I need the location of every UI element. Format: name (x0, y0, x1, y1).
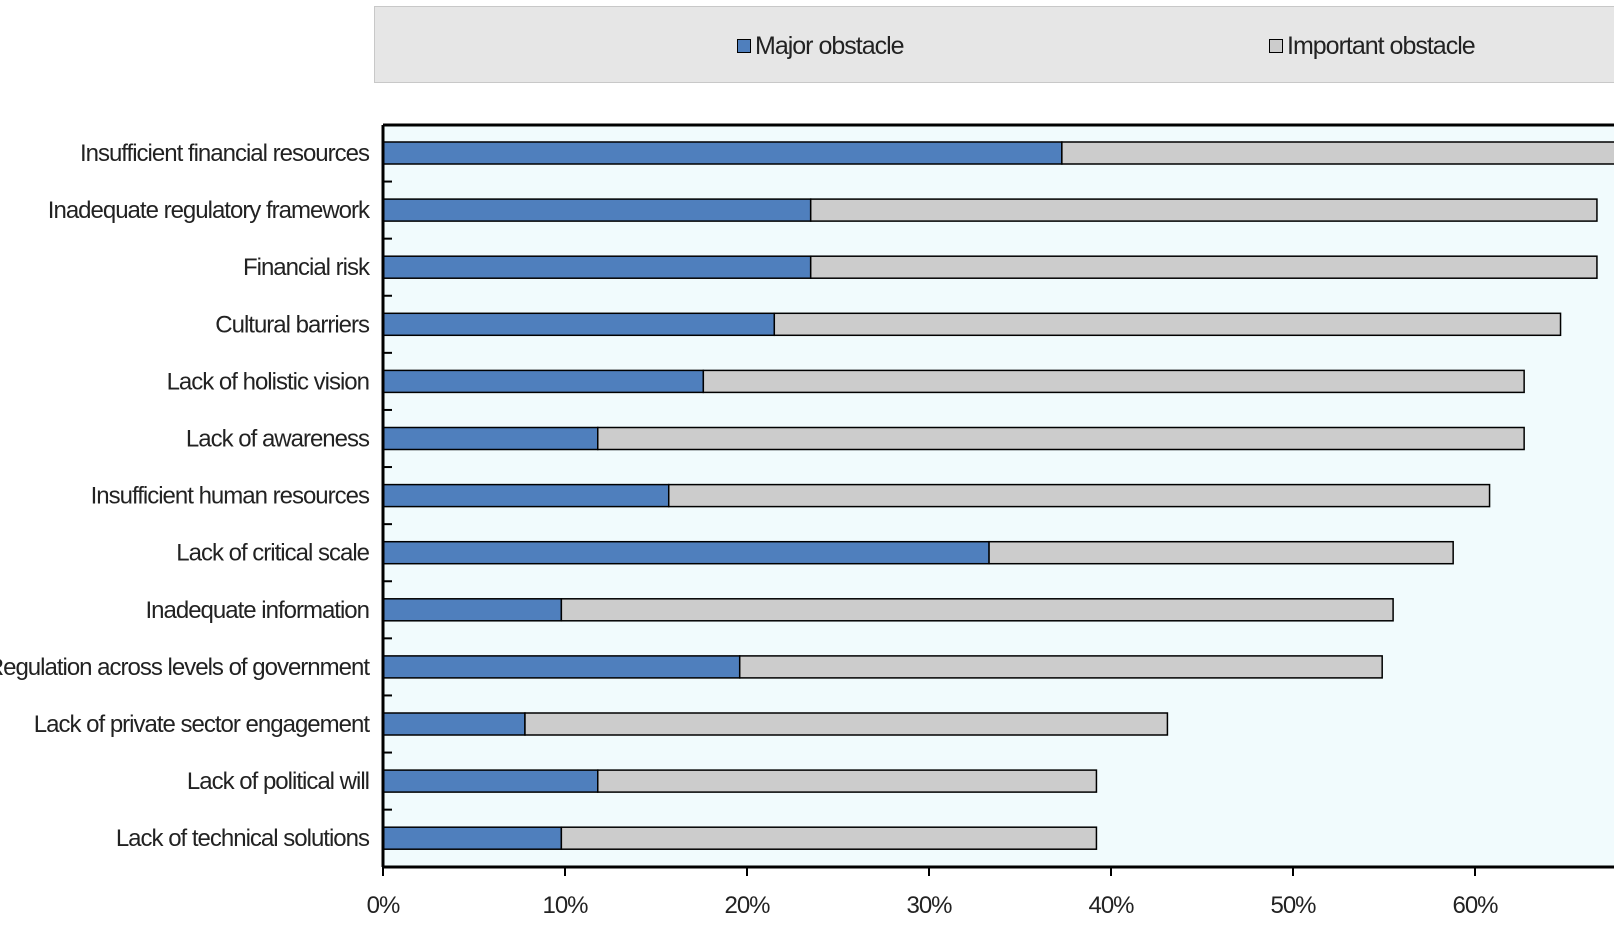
category-label: Inadequate regulatory framework (48, 197, 371, 224)
bar-important-6 (667, 483, 1491, 508)
legend-swatch-important (1269, 39, 1283, 53)
x-tick-label: 10% (542, 892, 588, 919)
bar-major-6 (382, 483, 670, 508)
bar-major-2 (382, 255, 812, 279)
legend: Major obstacle Important obstacle (374, 6, 1614, 83)
bar-major-12 (382, 826, 563, 850)
category-label: Lack of technical solutions (116, 825, 370, 852)
bar-important-12 (560, 826, 1098, 850)
bar-major-7 (382, 540, 990, 565)
category-label: Financial risk (243, 254, 371, 281)
x-tick-label: 40% (1088, 892, 1134, 919)
x-tick-label: 20% (724, 892, 770, 919)
x-axis: 0% 10% 20% 30% 40% 50% 60% (367, 865, 1614, 919)
legend-item-important-obstacle: Important obstacle (1269, 31, 1476, 60)
bar-important-10 (524, 712, 1169, 736)
bar-important-4 (702, 369, 1525, 394)
legend-label-major: Major obstacle (755, 31, 905, 60)
bar-major-9 (382, 655, 741, 679)
category-label: Lack of critical scale (176, 540, 369, 567)
category-label: Regulation across levels of government (0, 654, 370, 681)
bar-important-7 (988, 540, 1454, 565)
bar-major-0 (382, 141, 1063, 165)
bar-major-5 (382, 426, 599, 451)
x-tick-label: 60% (1452, 892, 1498, 919)
category-label: Lack of holistic vision (167, 368, 369, 395)
bar-major-1 (382, 198, 812, 222)
legend-item-major-obstacle: Major obstacle (737, 31, 905, 60)
bar-major-4 (382, 369, 705, 394)
bar-important-9 (738, 655, 1383, 679)
category-label: Cultural barriers (215, 311, 370, 338)
category-label: Lack of political will (187, 768, 369, 795)
bars-group (382, 141, 1614, 850)
x-tick-label: 0% (367, 892, 400, 919)
legend-label-important: Important obstacle (1287, 31, 1476, 60)
legend-swatch-major (737, 39, 751, 53)
y-axis (381, 123, 1614, 867)
x-tick-label: 30% (906, 892, 952, 919)
category-label: Insufficient financial resources (80, 140, 370, 167)
bar-important-1 (809, 198, 1598, 222)
bar-important-8 (560, 598, 1394, 622)
category-labels: Insufficient financial resources Inadequa… (0, 140, 372, 852)
bar-important-5 (597, 426, 1525, 451)
category-label: Inadequate information (145, 597, 369, 624)
bar-major-10 (382, 712, 526, 736)
bar-important-11 (597, 769, 1098, 793)
bar-important-0 (1061, 141, 1614, 165)
bar-major-3 (382, 312, 776, 337)
bar-major-11 (382, 769, 599, 793)
x-tick-label: 50% (1270, 892, 1316, 919)
category-label: Lack of awareness (186, 426, 370, 453)
category-label: Insufficient human resources (91, 483, 370, 510)
bar-important-2 (809, 255, 1598, 279)
bar-important-3 (773, 312, 1562, 337)
bar-major-8 (382, 598, 563, 622)
category-label: Lack of private sector engagement (34, 711, 371, 738)
